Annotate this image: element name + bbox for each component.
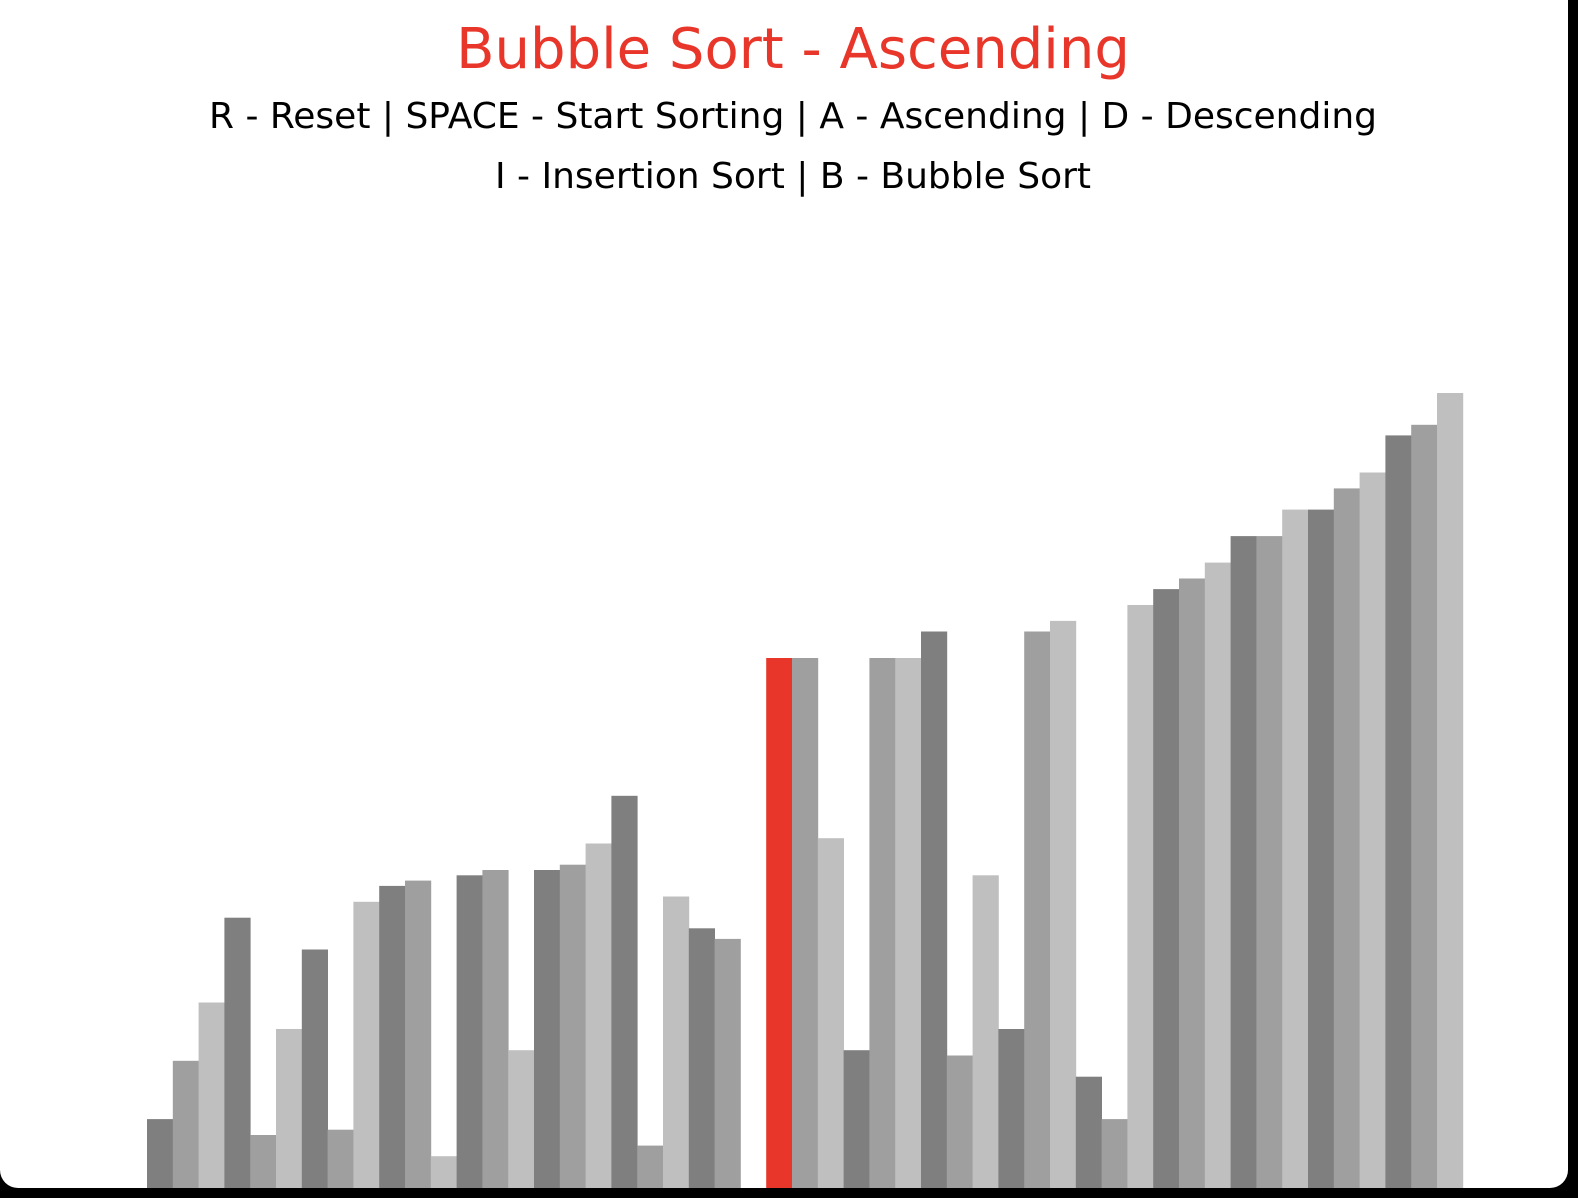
bar (1333, 488, 1360, 1188)
bar (1179, 578, 1206, 1188)
bar (1050, 620, 1077, 1188)
bar (1282, 509, 1309, 1188)
bar (353, 901, 380, 1188)
bar (998, 1029, 1025, 1188)
bar (946, 1055, 973, 1188)
bar (456, 875, 483, 1188)
bar (637, 1145, 664, 1188)
bar (276, 1029, 303, 1188)
bar (1385, 435, 1412, 1188)
bar (869, 658, 896, 1188)
bar (921, 631, 948, 1188)
bar (224, 917, 251, 1188)
bar (559, 864, 586, 1188)
bar (1075, 1076, 1102, 1188)
bar (1359, 472, 1386, 1188)
bar (688, 928, 715, 1188)
bar (1204, 562, 1231, 1188)
bar (817, 838, 844, 1188)
bar (1308, 509, 1335, 1188)
bar (405, 880, 432, 1188)
bar (1153, 589, 1180, 1188)
bar (198, 1002, 225, 1188)
bar (301, 949, 328, 1188)
bar (663, 896, 690, 1188)
bar (1437, 393, 1464, 1188)
bar (327, 1129, 354, 1188)
bar (972, 875, 999, 1188)
bar-active (766, 658, 793, 1188)
bar (1411, 424, 1438, 1188)
bar (792, 658, 819, 1188)
bar (1256, 536, 1283, 1188)
bar (585, 843, 612, 1188)
bar (843, 1050, 870, 1188)
bar (508, 1050, 535, 1188)
bar (172, 1060, 199, 1188)
bar (430, 1156, 457, 1188)
bar (1024, 631, 1051, 1188)
bar (482, 870, 509, 1188)
bar (714, 938, 741, 1188)
bar (1127, 605, 1154, 1188)
bar (611, 795, 638, 1188)
page-title: Bubble Sort - Ascending (456, 17, 1130, 82)
bar (147, 1119, 174, 1188)
bar (379, 885, 406, 1188)
bar (250, 1135, 277, 1188)
bar (895, 658, 922, 1188)
bar (534, 870, 561, 1188)
keyboard-shortcuts-line-1: R - Reset | SPACE - Start Sorting | A - … (208, 96, 1378, 137)
keyboard-shortcuts-line-2: I - Insertion Sort | B - Bubble Sort (494, 156, 1092, 197)
bar (1230, 536, 1257, 1188)
bar (1101, 1119, 1128, 1188)
